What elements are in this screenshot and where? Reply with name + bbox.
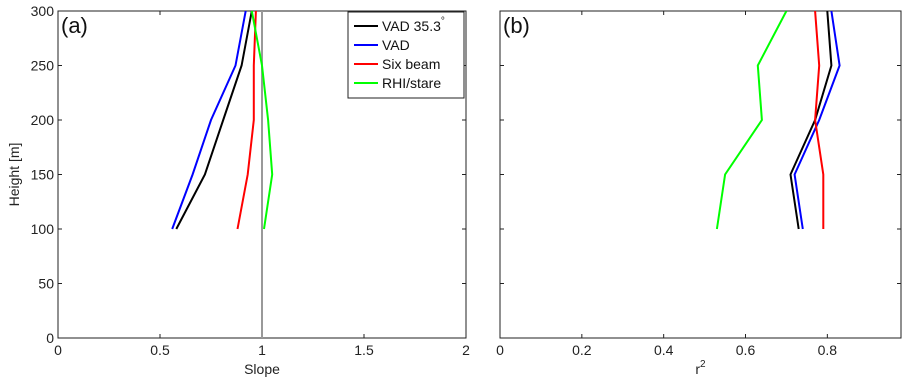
legend-label: Six beam: [382, 56, 440, 72]
y-tick-label: 150: [31, 167, 55, 183]
x-tick-label: 2: [462, 342, 470, 358]
x-tick-label: 0.4: [654, 342, 674, 358]
series-line-vad-35-3: [175, 11, 253, 230]
x-tick-label: 0.6: [736, 342, 756, 358]
legend-label: VAD: [382, 37, 410, 53]
panel-label: (a): [61, 13, 88, 38]
x-tick-label: 0.2: [572, 342, 592, 358]
legend-label-superscript: °: [441, 16, 445, 27]
x-axis-label-superscript: 2: [700, 359, 706, 370]
x-tick-label: 0.5: [150, 342, 170, 358]
series-line-six-beam: [236, 11, 257, 230]
panel-label: (b): [503, 13, 530, 38]
panel-a: 0 0.5 1 1.5 2 0 50 100 150 200 250 300 (a) Slope Heigh…: [6, 3, 470, 377]
x-tick-label: 1: [258, 342, 266, 358]
panel-b: 0 0.2 0.4 0.6 0.8 (b) r2: [496, 10, 902, 377]
y-tick-label: 250: [31, 58, 55, 74]
y-axis-label: Height [m]: [6, 143, 22, 207]
y-tick-label: 0: [46, 330, 54, 346]
series-line-six-beam: [814, 11, 825, 229]
x-tick-label: 1.5: [354, 342, 374, 358]
y-tick-label: 300: [31, 3, 55, 19]
legend-label: RHI/stare: [382, 75, 441, 91]
y-tick-label: 200: [31, 112, 55, 128]
x-tick-label: 0: [496, 342, 504, 358]
x-axis-label: Slope: [244, 361, 280, 377]
x-tick-label: 0: [54, 342, 62, 358]
legend: VAD 35.3° VAD Six beam RHI/stare: [347, 11, 465, 99]
legend-label: VAD 35.3°: [382, 16, 445, 34]
plot-frame: [499, 10, 902, 339]
series-line-rhi-stare: [715, 11, 788, 230]
y-tick-label: 100: [31, 221, 55, 237]
series-line-rhi-stare: [250, 11, 274, 230]
series-line-vad: [793, 11, 841, 230]
x-axis-label: r2: [695, 359, 706, 377]
y-tick-label: 50: [38, 276, 54, 292]
series-line-vad: [171, 11, 247, 230]
x-tick-label: 0.8: [818, 342, 838, 358]
